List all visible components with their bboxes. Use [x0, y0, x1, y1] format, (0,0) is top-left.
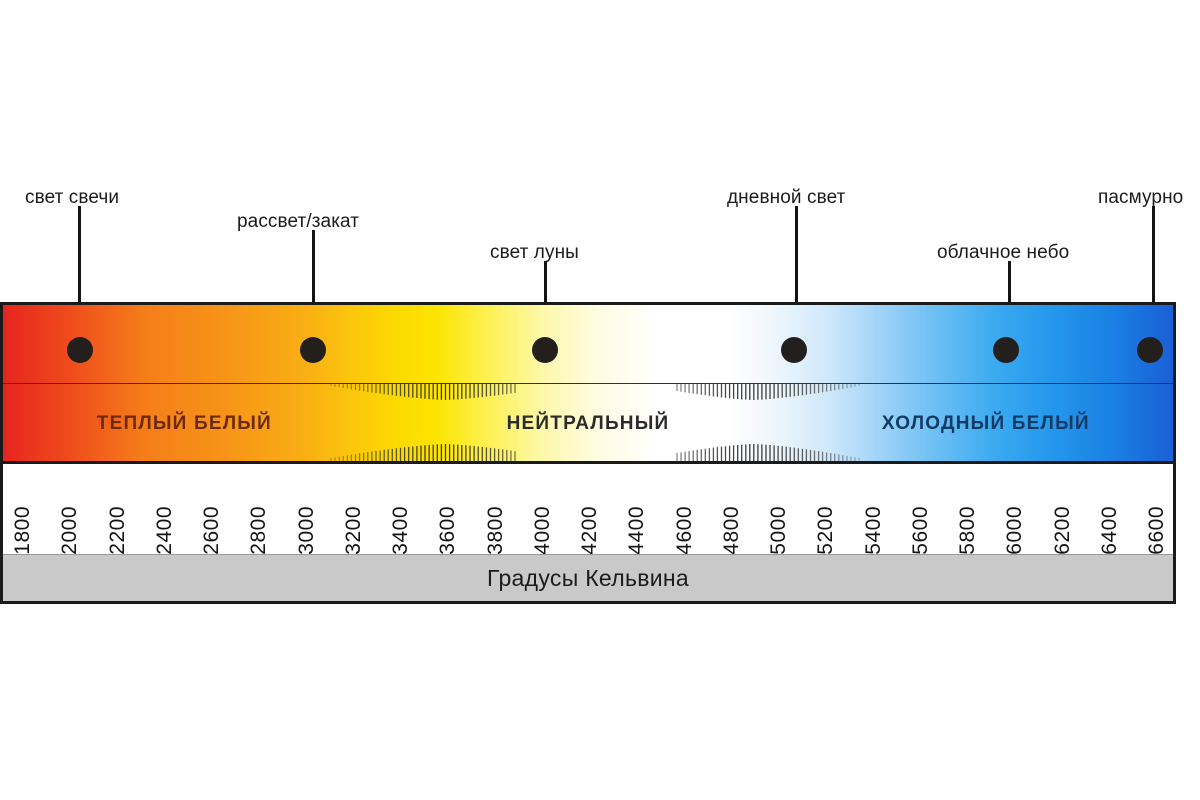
kelvin-tick-6600: 6600 [1145, 506, 1168, 555]
kelvin-tick-2400: 2400 [152, 506, 176, 555]
kelvin-tick-3000: 3000 [294, 506, 318, 555]
kelvin-tick-2000: 2000 [58, 506, 82, 555]
callout-leader-line-3 [794, 206, 798, 346]
band-caption-теплый-белый: ТЕПЛЫЙ БЕЛЫЙ [96, 413, 272, 434]
kelvin-tick-4200: 4200 [578, 506, 601, 555]
footer-bar: Градусы Кельвина [3, 554, 1173, 601]
kelvin-tick-4600: 4600 [672, 506, 696, 555]
kelvin-tick-3200: 3200 [341, 506, 365, 555]
kelvin-scale: 1800 2000 2200 2400 2600 2800 3000 3200 3400 3600… [3, 461, 1173, 561]
kelvin-tick-6400: 6400 [1097, 506, 1121, 555]
marker-dot-3000k [300, 337, 327, 363]
kelvin-tick-6000: 6000 [1003, 506, 1027, 555]
callout-label-2: свет луны [490, 242, 579, 263]
callout-leader-line-5 [1152, 206, 1156, 346]
kelvin-tick-1800: 1800 [11, 506, 34, 555]
kelvin-tick-5000: 5000 [767, 506, 790, 555]
kelvin-tick-6200: 6200 [1050, 506, 1074, 555]
kelvin-tick-5200: 5200 [814, 506, 838, 555]
kelvin-tick-5600: 5600 [908, 506, 932, 555]
kelvin-tick-5400: 5400 [861, 506, 885, 555]
kelvin-tick-4400: 4400 [625, 506, 649, 555]
kelvin-tick-4800: 4800 [719, 506, 743, 555]
kelvin-tick-4000: 4000 [530, 506, 554, 555]
callout-label-5: пасмурно [1098, 187, 1184, 208]
callout-label-0: свет свечи [25, 187, 120, 208]
callout-label-4: облачное небо [937, 242, 1070, 263]
kelvin-tick-5800: 5800 [956, 506, 979, 555]
band-caption-холодный-белый: ХОЛОДНЫЙ БЕЛЫЙ [881, 413, 1090, 434]
marker-dot-2000k [67, 337, 94, 363]
footer-label: Градусы Кельвина [486, 564, 690, 591]
marker-dot-5000k [780, 337, 807, 363]
marker-dot-4000k [531, 337, 558, 363]
kelvin-tick-3800: 3800 [483, 506, 507, 555]
band-caption-нейтральный: НЕЙТРАЛЬНЫЙ [506, 413, 670, 434]
marker-dot-6600k [1136, 337, 1163, 363]
kelvin-tick-3400: 3400 [389, 506, 412, 555]
callout-label-1: рассвет/закат [237, 211, 360, 232]
color-gradient-top-band [3, 305, 1173, 383]
marker-dot-6000k [992, 337, 1019, 363]
callout-leader-line-1 [311, 230, 315, 346]
kelvin-tick-2800: 2800 [247, 506, 271, 555]
kelvin-diagram-frame: ТЕПЛЫЙ БЕЛЫЙ НЕЙТРАЛЬНЫЙ ХОЛОДНЫЙ БЕЛЫЙ 18… [0, 302, 1176, 604]
kelvin-tick-2600: 2600 [200, 506, 223, 555]
callout-leader-line-0 [77, 206, 81, 346]
kelvin-tick-2200: 2200 [105, 506, 129, 555]
callout-label-3: дневной свет [727, 187, 846, 208]
color-gradient-bottom-band [3, 383, 1173, 461]
kelvin-tick-3600: 3600 [436, 506, 460, 555]
